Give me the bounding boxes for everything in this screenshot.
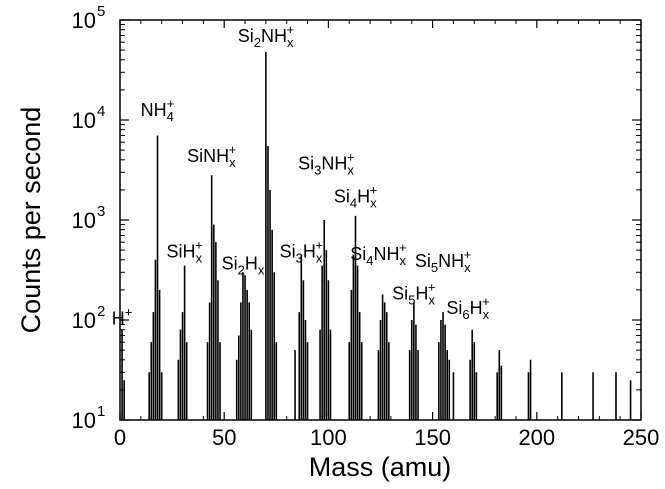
y-tick-exponent: 4 [97, 103, 105, 120]
y-tick-label: 10 [72, 308, 96, 333]
peak-label: Si2Hx [222, 253, 265, 277]
x-tick-label: 50 [212, 425, 236, 450]
peak-label: SiHx+ [167, 238, 203, 266]
x-tick-label: 200 [518, 425, 555, 450]
y-tick-exponent: 5 [97, 3, 105, 20]
y-tick-exponent: 1 [97, 403, 105, 420]
peak-label: Si5Hx+ [392, 280, 435, 308]
y-tick-exponent: 3 [97, 203, 105, 220]
peak-label: Si4Hx+ [334, 182, 377, 210]
peak-label: H+ [112, 305, 133, 329]
y-tick-exponent: 2 [97, 303, 105, 320]
spectrum-bars [121, 51, 632, 420]
peak-label: NH4+ [141, 96, 175, 124]
y-axis-label: Counts per second [16, 107, 46, 334]
peak-annotations: H+ NH4+ SiNHx+ SiHx+ Si2Hx Si2NHx+ Si3Hx+ Si3NH… [112, 22, 490, 328]
y-tick-label: 10 [72, 108, 96, 133]
peak-label: Si4NHx+ [350, 240, 406, 268]
x-axis-ticks: 0 50 100 150 200 250 [114, 20, 659, 450]
y-tick-label: 10 [72, 208, 96, 233]
peak-label: Si6Hx+ [446, 294, 489, 322]
x-tick-label: 100 [310, 425, 347, 450]
peak-label: SiNHx+ [187, 142, 236, 170]
peak-label: Si5NHx+ [415, 247, 471, 275]
x-tick-label: 150 [414, 425, 451, 450]
peak-label: Si3Hx+ [280, 238, 323, 266]
peak-label: Si2NHx+ [238, 22, 294, 50]
x-tick-label: 250 [623, 425, 660, 450]
x-tick-label: 0 [114, 425, 126, 450]
x-axis-label: Mass (amu) [309, 452, 452, 482]
y-tick-label: 10 [72, 408, 96, 433]
y-tick-label: 10 [72, 8, 96, 33]
peak-label: Si3NHx+ [298, 149, 354, 177]
